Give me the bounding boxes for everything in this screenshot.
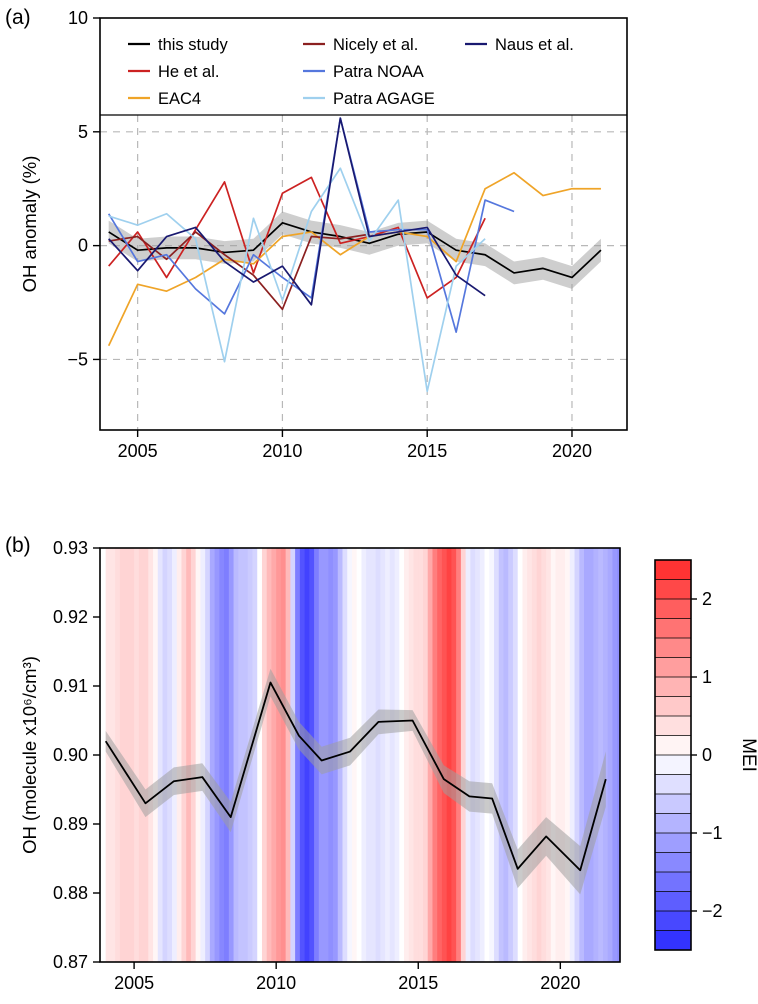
mei-stripes [105, 548, 621, 962]
legend-item-label: He et al. [158, 63, 219, 81]
svg-text:2020: 2020 [552, 441, 592, 461]
legend-item-label: Naus et al. [495, 36, 574, 54]
panel-b-y-axis-title: OH (molecule x10⁶/cm³) [19, 656, 40, 854]
svg-text:5: 5 [78, 122, 88, 142]
legend: this study He et al. EAC4 Nicely et al. Patr… [128, 36, 574, 108]
colorbar-tick-label: 2 [702, 589, 712, 609]
legend-item-label: this study [158, 36, 228, 54]
svg-text:0.88: 0.88 [53, 883, 88, 903]
colorbar-tick-label: 1 [702, 667, 712, 687]
svg-text:2010: 2010 [256, 973, 296, 993]
svg-text:−5: −5 [67, 349, 88, 369]
svg-text:0.90: 0.90 [53, 745, 88, 765]
panel-a-chart: 10 5 0 −5 2005 2010 2015 2020 this study He et al… [67, 8, 628, 461]
oh-line [104, 681, 607, 872]
panel-b-chart: 0.93 0.92 0.91 0.90 0.89 0.88 0.87 2005 2010 2015… [53, 538, 758, 993]
svg-text:2015: 2015 [407, 441, 447, 461]
svg-text:0.87: 0.87 [53, 952, 88, 972]
svg-text:0: 0 [78, 236, 88, 256]
series-line-5 [108, 167, 486, 393]
svg-text:2020: 2020 [540, 973, 580, 993]
panel-a-axis-ticks: 10 5 0 −5 2005 2010 2015 2020 [67, 8, 592, 461]
series-line-1 [108, 176, 486, 299]
colorbar-tick-label: 0 [702, 745, 712, 765]
plot-border [99, 17, 628, 431]
legend-item-label: Nicely et al. [333, 36, 418, 54]
panel-b-label: (b) [5, 534, 31, 557]
svg-text:2010: 2010 [262, 441, 302, 461]
series-line-2 [107, 171, 601, 347]
panel-a-label: (a) [5, 6, 31, 29]
legend-item-label: Patra AGAGE [333, 90, 435, 108]
legend-item-label: EAC4 [158, 90, 201, 108]
panel-a-y-axis-title: OH anomaly (%) [19, 155, 40, 293]
uncertainty-band [108, 211, 601, 289]
series-line-6 [108, 117, 486, 306]
series-line-4 [107, 117, 515, 333]
svg-text:10: 10 [68, 8, 88, 28]
mei-colorbar: 2 1 0 −1 −2 MEI [654, 559, 758, 951]
svg-text:0.93: 0.93 [53, 538, 88, 558]
colorbar-tick-label: −2 [702, 901, 723, 921]
series-line-3 [108, 231, 370, 311]
colorbar-axis-title: MEI [738, 738, 758, 772]
svg-text:2005: 2005 [118, 441, 158, 461]
svg-text:2015: 2015 [398, 973, 438, 993]
svg-text:0.92: 0.92 [53, 607, 88, 627]
svg-text:0.89: 0.89 [53, 814, 88, 834]
legend-item-label: Patra NOAA [333, 63, 424, 81]
svg-text:2005: 2005 [114, 973, 154, 993]
colorbar-tick-label: −1 [702, 823, 723, 843]
panel-b-axis-ticks: 0.93 0.92 0.91 0.90 0.89 0.88 0.87 2005 2010 2015… [53, 538, 580, 993]
svg-text:0.91: 0.91 [53, 676, 88, 696]
